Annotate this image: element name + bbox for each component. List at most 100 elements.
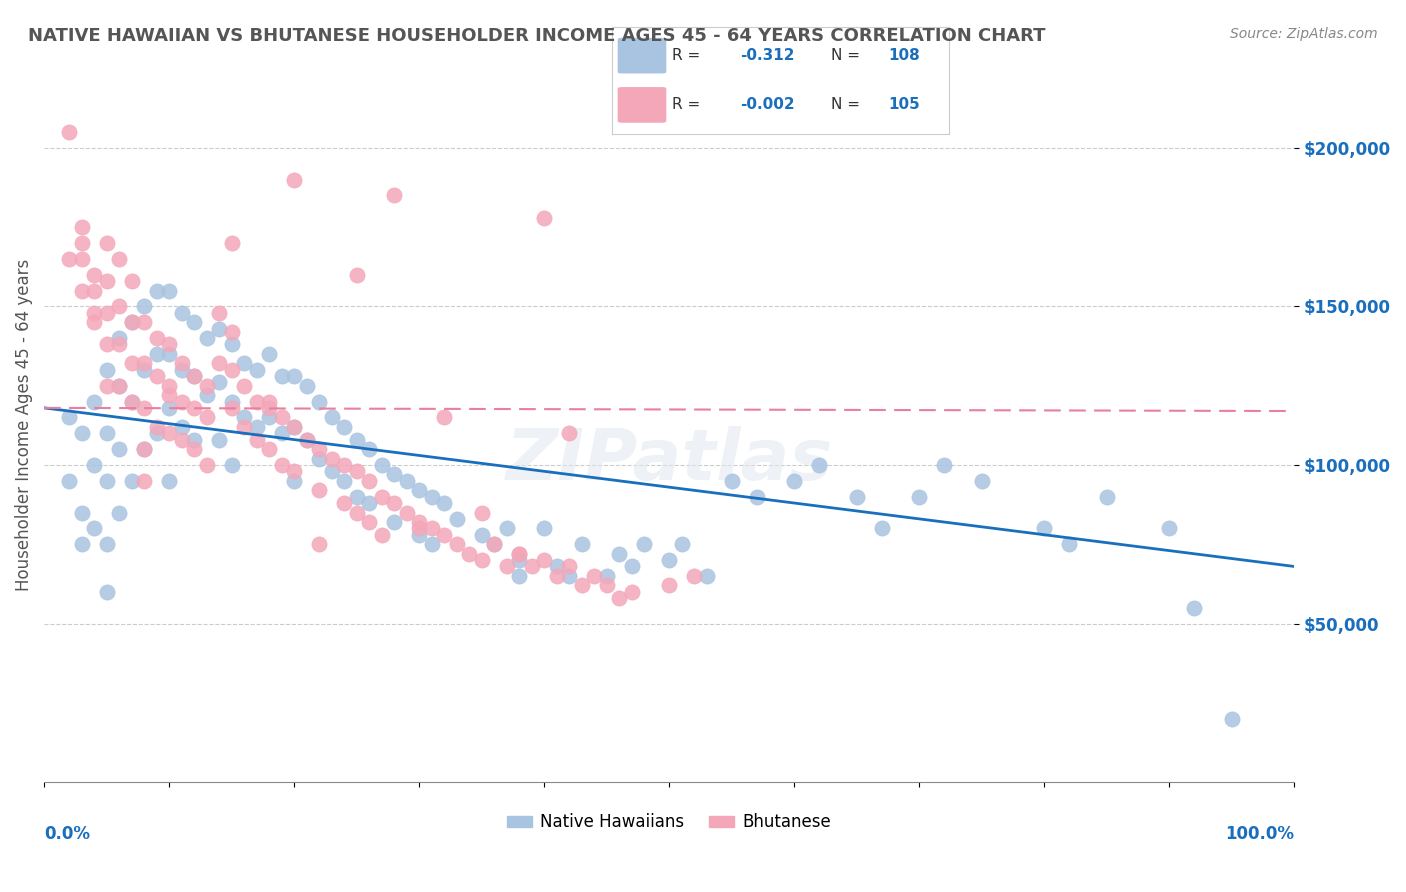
Point xyxy=(132,474,155,488)
Point xyxy=(145,426,167,441)
Text: ZIPatlas: ZIPatlas xyxy=(505,426,832,495)
Text: 100.0%: 100.0% xyxy=(1225,825,1294,843)
Point xyxy=(70,235,93,250)
Point xyxy=(96,584,118,599)
Point xyxy=(408,483,430,498)
Point xyxy=(157,347,180,361)
Point xyxy=(359,474,381,488)
Point xyxy=(108,331,131,345)
Point xyxy=(183,401,205,415)
Point xyxy=(1159,521,1181,535)
Text: N =: N = xyxy=(831,97,865,112)
Point xyxy=(908,490,931,504)
Point xyxy=(408,515,430,529)
Point xyxy=(696,569,718,583)
Point xyxy=(70,220,93,235)
Point xyxy=(58,252,80,266)
Point xyxy=(607,591,630,606)
Point xyxy=(346,506,368,520)
Text: 105: 105 xyxy=(889,97,920,112)
Point xyxy=(471,527,494,541)
Point xyxy=(246,433,269,447)
Point xyxy=(333,474,356,488)
Point xyxy=(482,537,505,551)
Point xyxy=(96,306,118,320)
Point xyxy=(96,426,118,441)
Point xyxy=(433,527,456,541)
Point xyxy=(170,433,193,447)
Point xyxy=(121,274,143,288)
Point xyxy=(233,410,256,425)
Text: Source: ZipAtlas.com: Source: ZipAtlas.com xyxy=(1230,27,1378,41)
Point xyxy=(308,394,330,409)
Text: 0.0%: 0.0% xyxy=(44,825,90,843)
Point xyxy=(558,426,581,441)
Point xyxy=(382,467,405,482)
Point xyxy=(221,325,243,339)
Point xyxy=(359,496,381,510)
Point xyxy=(333,458,356,472)
Point xyxy=(495,559,517,574)
Point xyxy=(170,356,193,370)
Point xyxy=(420,537,443,551)
Point xyxy=(845,490,868,504)
Point xyxy=(233,356,256,370)
Point xyxy=(321,410,343,425)
Point xyxy=(83,315,105,329)
Point xyxy=(145,347,167,361)
Point xyxy=(283,420,305,434)
Point xyxy=(121,356,143,370)
Point xyxy=(246,363,269,377)
Point xyxy=(157,337,180,351)
Point xyxy=(283,172,305,186)
Point xyxy=(671,537,693,551)
Point xyxy=(270,426,292,441)
Point xyxy=(208,376,231,390)
Point xyxy=(520,559,543,574)
Point xyxy=(308,537,330,551)
Point xyxy=(382,496,405,510)
Point xyxy=(471,506,494,520)
Point xyxy=(108,378,131,392)
Point xyxy=(221,401,243,415)
Point xyxy=(157,388,180,402)
Point xyxy=(970,474,993,488)
Point xyxy=(1182,600,1205,615)
Point xyxy=(308,451,330,466)
Point xyxy=(370,527,392,541)
Point xyxy=(208,306,231,320)
Point xyxy=(508,553,530,567)
Point xyxy=(170,394,193,409)
Point xyxy=(308,483,330,498)
Point xyxy=(546,559,568,574)
Text: NATIVE HAWAIIAN VS BHUTANESE HOUSEHOLDER INCOME AGES 45 - 64 YEARS CORRELATION C: NATIVE HAWAIIAN VS BHUTANESE HOUSEHOLDER… xyxy=(28,27,1046,45)
Point xyxy=(83,458,105,472)
Point xyxy=(221,235,243,250)
Point xyxy=(132,442,155,456)
Point xyxy=(170,420,193,434)
Point xyxy=(533,553,555,567)
Point xyxy=(96,235,118,250)
Point xyxy=(183,442,205,456)
Point xyxy=(321,451,343,466)
Point xyxy=(145,331,167,345)
Point xyxy=(170,363,193,377)
Text: R =: R = xyxy=(672,48,706,63)
Point xyxy=(620,559,643,574)
Point xyxy=(221,337,243,351)
Point xyxy=(359,515,381,529)
Point xyxy=(246,420,269,434)
Point xyxy=(420,521,443,535)
Point xyxy=(257,410,280,425)
Point xyxy=(1033,521,1056,535)
Point xyxy=(370,490,392,504)
Text: 108: 108 xyxy=(889,48,920,63)
Point xyxy=(96,537,118,551)
Point xyxy=(183,433,205,447)
Point xyxy=(157,401,180,415)
Point xyxy=(346,490,368,504)
Point xyxy=(458,547,481,561)
Point xyxy=(70,252,93,266)
Point xyxy=(533,211,555,225)
Point xyxy=(620,584,643,599)
